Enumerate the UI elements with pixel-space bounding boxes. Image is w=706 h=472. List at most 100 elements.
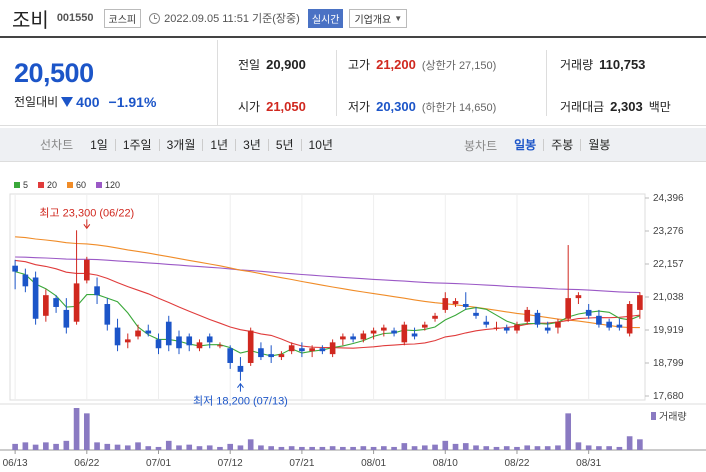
stat-label: 거래대금 [560, 100, 605, 114]
candle-monthly[interactable]: 월봉 [588, 138, 611, 152]
legend-ma120: 120 [96, 180, 120, 190]
volume-bar [94, 442, 100, 450]
chart-legend: 5 20 60 120 [14, 180, 120, 190]
period-5y[interactable]: 5년 [269, 138, 302, 151]
candle-body [124, 339, 131, 343]
candle-body [596, 315, 602, 325]
candle-body [43, 295, 49, 316]
volume-bar [278, 446, 285, 450]
candle-body [94, 286, 100, 296]
x-tick-label: 06/13 [3, 458, 28, 469]
period-1d[interactable]: 1일 [83, 138, 116, 151]
y-tick-label: 21,038 [653, 292, 684, 303]
volume-bar [555, 445, 561, 450]
chart-canvas[interactable]: 24,396 23,276 22,157 21,038 19,919 18,799 17,6… [0, 170, 706, 472]
candle-body [227, 348, 234, 363]
stat-high: 고가 21,200 (상한가 27,150) [348, 56, 496, 73]
volume-bar [268, 446, 274, 450]
candle-weekly[interactable]: 주봉 [544, 139, 582, 151]
volume-bar [596, 446, 602, 450]
company-overview-button[interactable]: 기업개요 ▼ [349, 8, 408, 28]
candle-body [114, 327, 121, 346]
candle-body [340, 336, 346, 340]
x-tick-label: 07/21 [289, 458, 314, 469]
candle-body [493, 327, 500, 329]
candle-body [616, 324, 623, 328]
stat-low: 저가 20,300 (하한가 14,650) [348, 98, 496, 115]
y-tick-label: 18,799 [653, 358, 684, 369]
x-tick-label: 08/31 [576, 458, 601, 469]
volume-bar [442, 440, 449, 450]
volume-bar [227, 443, 234, 450]
legend-ma5: 5 [14, 180, 28, 190]
period-10y[interactable]: 10년 [308, 137, 333, 152]
candle-body [534, 312, 541, 325]
volume-bar [196, 446, 203, 450]
volume-bar [145, 446, 152, 450]
change-row: 전일대비 400 −1.91% [14, 93, 217, 110]
ma120-line [15, 256, 640, 294]
stat-sub: (상한가 27,150) [421, 60, 497, 72]
candle-body [73, 283, 80, 322]
candle-body [196, 342, 203, 349]
candle-body [22, 274, 29, 287]
volume-bar [585, 445, 592, 450]
x-tick-label: 08/22 [504, 458, 529, 469]
volume-bar [462, 443, 469, 450]
period-3m[interactable]: 3개월 [160, 138, 204, 151]
period-1w[interactable]: 1주일 [116, 138, 160, 151]
volume-bar [503, 446, 510, 450]
realtime-button[interactable]: 실시간 [307, 8, 344, 28]
x-tick-label: 07/12 [218, 458, 243, 469]
timestamp: 2022.09.05 11:51 기준(장중) [164, 13, 300, 25]
high-arrow-head [83, 224, 91, 230]
volume-bar [616, 446, 623, 450]
period-3y[interactable]: 3년 [236, 138, 269, 151]
candle-daily[interactable]: 일봉 [507, 139, 545, 151]
candle-body [350, 336, 356, 340]
volume-bar [401, 443, 408, 450]
stat-value: 21,200 [376, 57, 416, 72]
clock-icon [149, 12, 161, 24]
y-tick-label: 23,276 [653, 226, 684, 237]
volume-bar [309, 446, 315, 450]
volume-bar [155, 446, 162, 450]
candle-body [104, 304, 111, 325]
stat-value: 21,050 [266, 99, 306, 114]
volume-bar [53, 443, 59, 450]
stat-label: 저가 [348, 100, 371, 114]
volume-bar [606, 446, 612, 450]
candle-body [247, 330, 254, 363]
volume-bar [83, 413, 90, 450]
volume-bar [237, 445, 244, 450]
candle-chart-label: 봉차트 [464, 138, 498, 153]
stat-open: 시가 21,050 [238, 98, 306, 115]
candle-body [473, 312, 479, 316]
stat-label: 고가 [348, 58, 371, 72]
stat-label: 전일 [238, 58, 261, 72]
volume-bar [22, 442, 29, 450]
candle-body [278, 354, 285, 358]
legend-ma20: 20 [38, 180, 57, 190]
volume-bar [626, 436, 633, 450]
volume-bar [432, 444, 438, 450]
volume-bar [114, 444, 121, 450]
volume-bar [452, 443, 459, 450]
current-price: 20,500 [14, 58, 94, 88]
candle-body [524, 309, 531, 322]
volume-bar [360, 446, 367, 450]
candle-body [606, 321, 612, 328]
candle-body [329, 342, 336, 355]
volume-bar [104, 443, 111, 450]
x-tick-label: 08/10 [433, 458, 458, 469]
candle-body [555, 321, 561, 328]
x-tick-label: 06/22 [74, 458, 99, 469]
volume-bar [299, 446, 305, 450]
candle-body [370, 330, 377, 334]
candle-body [176, 336, 182, 349]
candle-body [401, 324, 408, 343]
candle-body [155, 339, 162, 349]
candle-body [503, 327, 510, 331]
candle-body [319, 348, 326, 352]
period-1y[interactable]: 1년 [203, 138, 237, 151]
